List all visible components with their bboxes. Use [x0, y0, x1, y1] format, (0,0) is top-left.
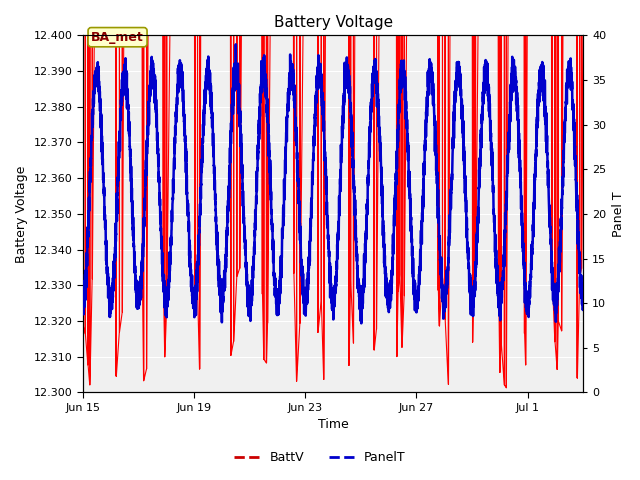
Legend: BattV, PanelT: BattV, PanelT	[229, 446, 411, 469]
Text: BA_met: BA_met	[91, 31, 144, 44]
Y-axis label: Battery Voltage: Battery Voltage	[15, 165, 28, 263]
X-axis label: Time: Time	[317, 419, 348, 432]
Y-axis label: Panel T: Panel T	[612, 191, 625, 237]
Title: Battery Voltage: Battery Voltage	[273, 15, 392, 30]
